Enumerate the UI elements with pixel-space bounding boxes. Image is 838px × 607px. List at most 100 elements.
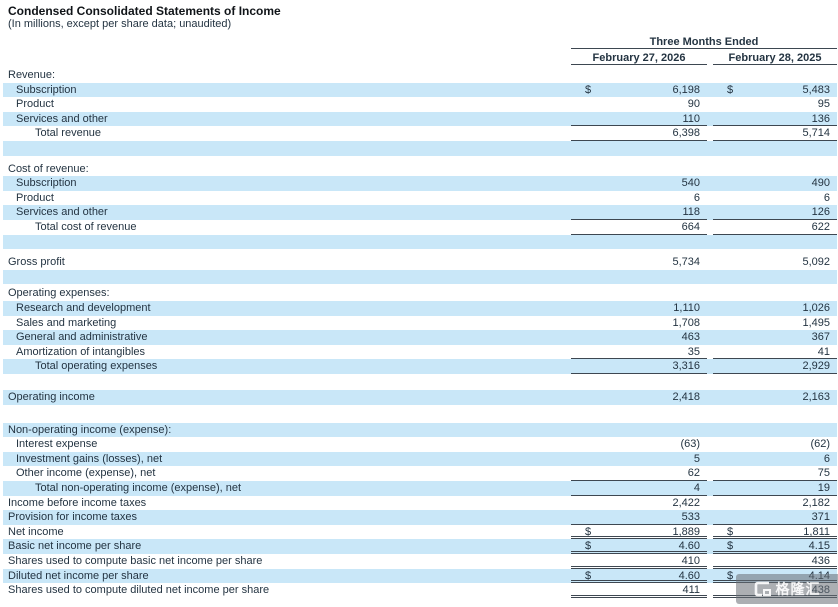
currency-symbol — [713, 220, 727, 234]
value-number: 463 — [681, 331, 700, 344]
value-number — [830, 374, 837, 389]
row-label — [3, 405, 571, 420]
currency-symbol — [571, 466, 585, 480]
value-number: 41 — [817, 345, 830, 358]
value-cell-2025: 436 — [713, 554, 837, 569]
value-number: 622 — [811, 220, 830, 233]
currency-symbol — [571, 220, 585, 234]
currency-symbol — [713, 330, 727, 345]
table-row: Subscription $6,198 $5,483 — [3, 82, 837, 98]
watermark-text: 格隆汇 — [775, 581, 821, 597]
value-cell-2026: 664 — [571, 220, 707, 235]
value-number: 6 — [823, 452, 830, 465]
table-row: Total non-operating income (expense), ne… — [3, 481, 837, 496]
section-row: Operating expenses: — [3, 286, 837, 301]
currency-symbol — [713, 405, 727, 420]
value-number: 136 — [811, 112, 830, 125]
row-label: Total revenue — [35, 127, 102, 140]
value-number: 4.60 — [678, 569, 700, 582]
value-cell-2026 — [571, 270, 707, 285]
income-table-body: Revenue: Subscription $6,198 $5,483 Product 9… — [0, 68, 838, 598]
currency-symbol: $ — [727, 569, 734, 582]
value-number: 5,734 — [672, 256, 700, 269]
row-label: Services and other — [16, 112, 108, 125]
currency-symbol: $ — [727, 525, 734, 538]
value-number: 2,182 — [802, 496, 830, 509]
row-label: Shares used to compute basic net income … — [8, 555, 263, 567]
value-cell-2025: 5,714 — [713, 126, 837, 141]
currency-symbol — [713, 554, 727, 566]
value-cell-2025 — [713, 405, 837, 420]
value-cell-2025 — [713, 286, 837, 301]
row-label: Subscription — [16, 83, 77, 96]
value-cell-2025 — [713, 423, 837, 438]
value-cell-2025: 75 — [713, 466, 837, 482]
value-number — [830, 405, 837, 420]
currency-symbol: $ — [585, 83, 592, 96]
value-number — [700, 286, 707, 301]
table-row: Research and development 1,110 1,026 — [3, 300, 837, 316]
row-label: Non-operating income (expense): — [8, 423, 172, 436]
row-label — [3, 270, 571, 285]
period-group-header: Three Months Ended — [571, 36, 837, 49]
value-cell-2026: 6 — [571, 191, 707, 206]
row-label — [3, 235, 571, 250]
section-row: Non-operating income (expense): — [3, 422, 837, 438]
value-number — [700, 423, 707, 438]
value-number: 411 — [682, 584, 700, 597]
row-label: Gross profit — [8, 256, 65, 269]
currency-symbol — [713, 345, 727, 359]
value-number: 664 — [681, 220, 700, 233]
currency-symbol — [713, 235, 727, 250]
table-row: Shares used to compute basic net income … — [3, 554, 837, 569]
currency-symbol — [713, 97, 727, 112]
value-cell-2026 — [571, 286, 707, 301]
currency-symbol — [571, 496, 585, 511]
currency-symbol — [571, 235, 585, 250]
value-number — [830, 68, 837, 83]
section-row: Cost of revenue: — [3, 162, 837, 177]
value-cell-2026: $4.60 — [571, 539, 707, 554]
table-header: Three Months Ended February 27, 2026 Feb… — [0, 36, 838, 68]
currency-symbol — [571, 301, 585, 316]
currency-symbol — [713, 301, 727, 316]
table-row: Investment gains (losses), net 5 6 — [3, 451, 837, 467]
currency-symbol — [713, 176, 727, 191]
value-number: 1,110 — [673, 301, 700, 314]
row-label: Amortization of intangibles — [16, 345, 146, 358]
row-label: Interest expense — [16, 438, 98, 451]
period-group-row: Three Months Ended — [3, 36, 837, 49]
value-cell-2026: 3,316 — [571, 359, 707, 374]
value-cell-2025 — [713, 270, 837, 285]
currency-symbol: $ — [585, 569, 592, 582]
table-row: Diluted net income per share$4.60$4.14 — [3, 568, 837, 584]
watermark: 格隆汇 — [736, 574, 838, 604]
value-cell-2026: $6,198 — [571, 83, 707, 98]
table-row: Net income $1,889 $1,811 — [3, 525, 837, 540]
currency-symbol — [571, 359, 585, 373]
table-row: Total operating expenses 3,316 2,929 — [3, 359, 837, 374]
row-label: Total operating expenses — [35, 360, 158, 373]
value-cell-2025 — [713, 141, 837, 156]
value-cell-2026: 2,418 — [571, 390, 707, 405]
spacer-row — [3, 419, 837, 423]
value-number — [700, 270, 707, 285]
value-number — [830, 423, 837, 438]
currency-symbol — [713, 270, 727, 285]
value-number — [830, 162, 837, 177]
value-number: 1,889 — [672, 525, 700, 538]
currency-symbol — [713, 437, 727, 452]
table-row: Shares used to compute diluted net incom… — [3, 583, 837, 598]
value-cell-2025: 1,495 — [713, 316, 837, 331]
value-number: 367 — [811, 331, 830, 344]
currency-symbol — [571, 437, 585, 452]
value-number — [700, 374, 707, 389]
value-number: 75 — [817, 467, 830, 480]
value-cell-2026: (63) — [571, 437, 707, 452]
table-row: Income before income taxes 2,422 2,182 — [3, 496, 837, 511]
value-number: 1,026 — [802, 301, 830, 314]
currency-symbol — [571, 405, 585, 420]
value-cell-2025: 371 — [713, 510, 837, 525]
currency-symbol — [571, 510, 585, 524]
